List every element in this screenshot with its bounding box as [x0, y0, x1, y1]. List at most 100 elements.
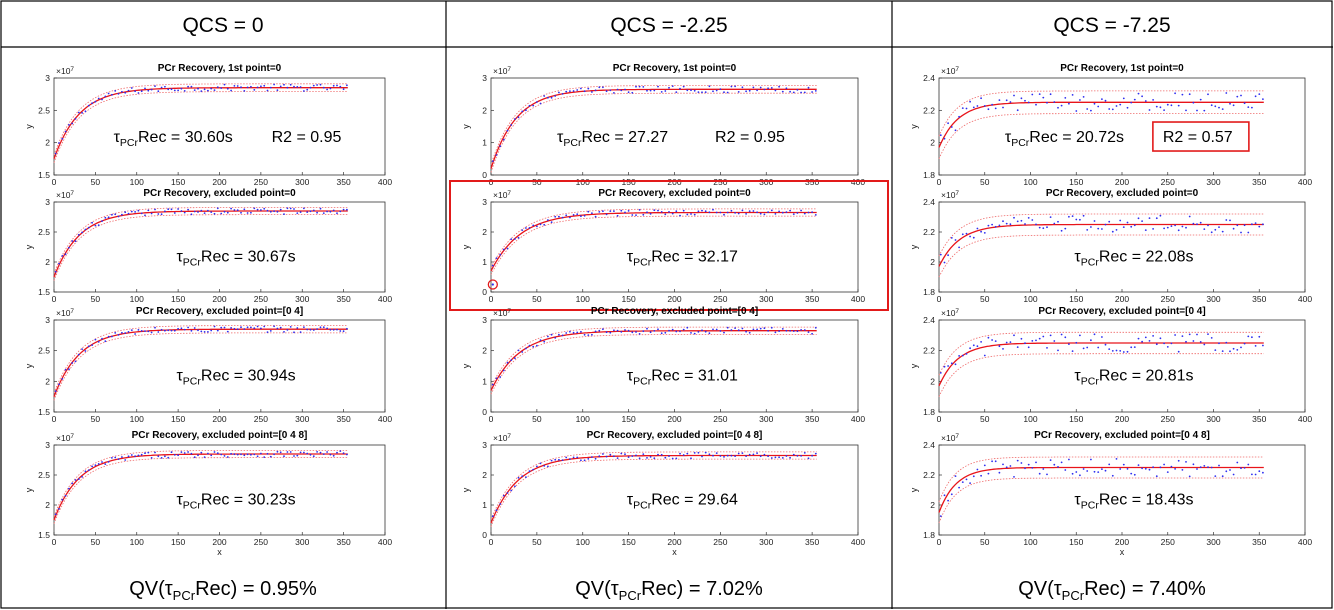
data-point: [532, 345, 535, 348]
data-point: [1225, 470, 1228, 473]
data-point: [1185, 226, 1187, 229]
data-point: [1243, 224, 1246, 227]
data-point: [77, 353, 80, 356]
data-point: [602, 210, 604, 213]
data-point: [101, 461, 103, 463]
x-tick-label: 50: [980, 177, 990, 187]
data-point: [730, 454, 733, 457]
data-point: [1079, 218, 1081, 221]
lower-bound-line: [490, 215, 817, 275]
data-point: [1243, 102, 1246, 105]
y-exponent-label: ×107: [56, 433, 74, 443]
fit-curve: [938, 466, 1264, 513]
data-point: [236, 328, 239, 330]
data-point: [54, 390, 57, 393]
y-tick-label: 2: [45, 138, 50, 148]
data-point: [947, 122, 949, 125]
data-point: [329, 328, 332, 331]
data-point: [1141, 467, 1143, 470]
y-axis-label: y: [909, 363, 919, 368]
data-point: [286, 329, 289, 331]
data-point: [273, 210, 275, 213]
data-point: [1210, 337, 1213, 339]
y-tick-label: 2.4: [923, 440, 935, 450]
data-point: [991, 103, 993, 106]
data-point: [767, 211, 769, 214]
data-point: [197, 87, 199, 90]
x-tick-label: 250: [254, 414, 268, 424]
x-tick-label: 50: [980, 414, 990, 424]
data-point: [1057, 220, 1059, 223]
data-point: [1101, 468, 1103, 470]
data-point: [164, 329, 166, 332]
data-point: [1009, 101, 1012, 103]
panel-highlight-box: [449, 180, 889, 311]
x-tick-label: 300: [759, 537, 773, 547]
x-tick-label: 0: [489, 414, 494, 424]
data-point: [697, 91, 700, 93]
data-point: [346, 327, 348, 330]
data-point: [87, 104, 90, 107]
data-point: [697, 331, 700, 333]
data-point: [326, 451, 328, 453]
data-point: [1207, 224, 1209, 227]
data-point: [84, 470, 87, 473]
data-point: [943, 261, 946, 264]
data-point: [332, 84, 335, 87]
data-point: [77, 111, 80, 114]
data-point: [1144, 336, 1147, 339]
data-point: [332, 328, 335, 331]
tau-annotation: τPCrRec = 18.43s: [1074, 491, 1193, 511]
data-point: [303, 207, 305, 210]
data-point: [580, 215, 582, 218]
data-point: [246, 326, 249, 329]
data-point: [994, 107, 997, 110]
data-point: [1254, 222, 1257, 225]
x-tick-label: 0: [52, 537, 57, 547]
data-point: [565, 214, 568, 217]
data-point: [756, 89, 758, 92]
data-point: [565, 332, 568, 334]
data-point: [502, 369, 505, 372]
data-point: [998, 99, 1001, 101]
data-point: [998, 345, 1001, 348]
data-point: [124, 459, 127, 461]
data-point: [1188, 93, 1191, 96]
data-point: [723, 456, 725, 458]
y-tick-label: 0: [482, 407, 487, 417]
data-point: [565, 90, 568, 93]
data-point: [1005, 466, 1008, 469]
data-point: [1203, 465, 1206, 467]
data-point: [316, 328, 318, 330]
data-point: [1049, 334, 1052, 337]
x-tick-label: 300: [295, 414, 309, 424]
data-point: [1119, 219, 1122, 222]
data-point: [77, 478, 80, 480]
data-point: [554, 337, 557, 339]
data-point: [1221, 108, 1224, 110]
data-point: [613, 455, 615, 458]
data-point: [203, 212, 206, 215]
data-point: [306, 328, 309, 331]
data-point: [256, 455, 259, 458]
data-point: [491, 383, 494, 386]
data-point: [811, 91, 813, 93]
x-tick-label: 350: [337, 177, 351, 187]
lower-bound-line: [938, 234, 1264, 278]
data-point: [309, 328, 312, 331]
y-exponent-label: ×107: [941, 433, 959, 443]
data-point: [550, 96, 553, 99]
data-point: [303, 90, 305, 92]
data-point: [569, 458, 571, 460]
data-point: [1247, 231, 1250, 234]
data-point: [276, 450, 279, 453]
data-point: [1185, 461, 1187, 463]
data-point: [87, 226, 90, 229]
data-point: [154, 85, 156, 87]
data-point: [260, 209, 262, 211]
y-tick-label: 1: [482, 257, 487, 267]
data-point: [690, 213, 692, 215]
data-point: [1218, 342, 1220, 345]
x-tick-label: 0: [937, 177, 942, 187]
data-point: [756, 452, 758, 454]
